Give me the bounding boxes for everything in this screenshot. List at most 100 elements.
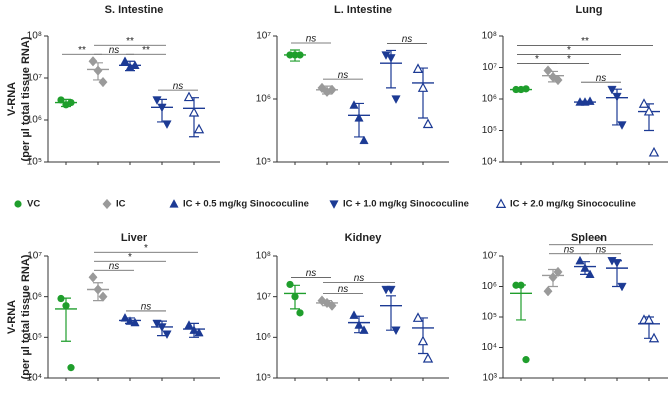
data-point [98,291,108,302]
data-point [580,263,590,272]
data-point [152,96,162,105]
significance-label: ns [596,244,607,255]
data-point [162,330,172,340]
legend-label: IC + 0.5 mg/kg Sinococuline [183,199,309,210]
data-point [386,54,396,63]
y-tick-label: 10⁷ [27,73,42,84]
significance-label: ns [338,284,349,295]
significance-label: ns [354,273,365,284]
y-tick-label: 10⁶ [27,291,42,302]
data-point [412,63,424,73]
y-tick-label: 10⁵ [256,157,271,168]
data-point [67,98,75,107]
data-point [93,65,103,76]
y-tick-label: 10⁶ [256,94,271,105]
data-point [517,281,525,289]
data-point [612,259,622,268]
significance-label: ** [581,36,589,47]
significance-label: ns [109,45,120,56]
data-point [349,100,359,109]
significance-label: ns [338,70,349,81]
data-point [412,312,424,322]
data-point [512,281,520,289]
data-point [57,96,65,104]
y-tick-label: 10⁵ [256,373,271,384]
data-point [359,135,369,145]
panel-title: Liver [121,232,148,244]
data-point [296,51,304,59]
y-tick-label: 10⁶ [256,332,271,343]
data-point [422,352,434,363]
data-point [543,65,553,76]
data-point [88,272,98,283]
y-tick-label: 10⁸ [27,31,42,42]
data-point [183,91,195,102]
panel-title: Lung [576,4,603,16]
data-point [638,98,650,108]
data-point [291,51,299,59]
data-point [120,56,130,65]
legend-marker [329,200,339,209]
data-point [194,327,204,337]
data-point [422,118,434,129]
y-tick-label: 10⁷ [482,62,497,73]
data-point [286,280,294,289]
data-point [317,295,327,306]
data-point [617,121,627,130]
data-point [643,105,655,116]
y-tick-label: 10⁵ [482,312,497,323]
error-bar [418,67,428,119]
y-tick-label: 10⁴ [482,342,497,353]
legend-marker [495,198,507,208]
data-point [354,320,364,329]
y-tick-label: 10⁷ [256,31,271,42]
data-point [553,74,563,86]
significance-label: ** [126,36,134,47]
data-point [359,325,369,334]
data-point [184,320,194,329]
data-point [585,96,595,105]
legend-marker [102,198,112,210]
significance-label: * [128,252,132,263]
significance-label: ns [109,261,120,272]
data-point [67,364,75,372]
y-tick-label: 10⁵ [27,332,42,343]
data-point [286,51,294,59]
y-tick-label: 10⁷ [27,251,42,262]
error-bar [386,295,396,331]
significance-label: * [144,243,148,254]
panel-title: Spleen [571,232,607,244]
legend-label: IC + 2.0 mg/kg Sinococuline [510,199,636,210]
data-point [98,76,108,88]
y-tick-label: 10³ [483,373,498,384]
data-point [327,84,337,95]
legend-label: IC [116,199,126,210]
data-point [317,82,327,94]
panel-title: L. Intestine [334,4,392,16]
significance-label: * [599,235,603,246]
data-point [522,85,530,93]
panel-title: S. Intestine [105,4,164,16]
data-point [296,309,304,317]
data-point [417,82,429,92]
data-point [88,56,98,67]
data-point [291,293,299,301]
legend-marker [169,199,179,208]
error-bar [516,284,526,321]
data-point [553,266,563,278]
data-point [57,294,65,303]
significance-label: ns [141,302,152,313]
data-point [130,60,140,70]
panel-title: Kidney [345,232,383,244]
y-axis-label: (per µl total tissue RNA) [20,254,32,379]
data-point [391,326,401,336]
data-point [188,106,200,117]
significance-label: ns [564,244,575,255]
y-axis-label: (per µl total tissue RNA) [20,36,32,161]
data-point [327,300,337,311]
data-point [93,284,103,295]
significance-label: ns [173,81,184,92]
significance-label: * [535,54,539,65]
legend-label: IC + 1.0 mg/kg Sinococuline [343,199,469,210]
